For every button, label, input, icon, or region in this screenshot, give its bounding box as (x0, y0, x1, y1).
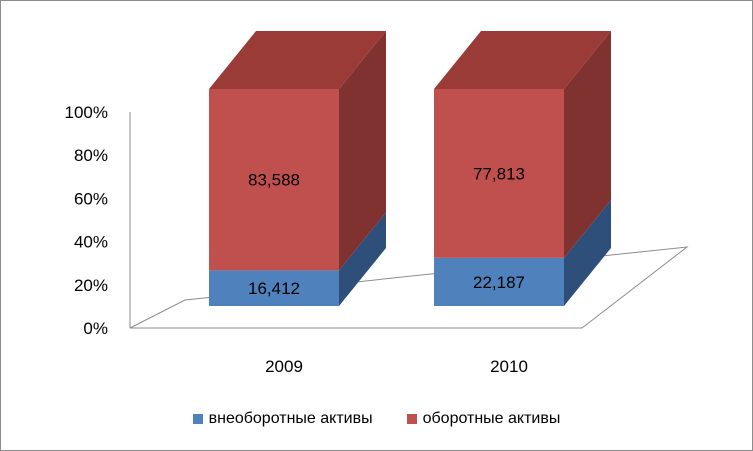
data-label-1-0: 83,588 (248, 171, 300, 190)
y-tick-label: 60% (74, 189, 108, 208)
data-label-0-0: 16,412 (248, 279, 300, 298)
bar-segment-0-0 (209, 270, 339, 306)
legend-label-series-1: оборотные активы (422, 410, 561, 427)
legend-item-series-1: оборотные активы (406, 410, 561, 428)
bar-segment-0-1 (434, 257, 564, 306)
bar-side-1-1 (564, 31, 611, 258)
legend-item-series-0: внеоборотные активы (192, 410, 373, 428)
data-label-0-1: 22,187 (473, 273, 525, 292)
bar-side-1-0 (339, 31, 386, 271)
legend: внеоборотные активы оборотные активы (0, 406, 753, 432)
data-label-1-1: 77,813 (473, 164, 525, 183)
legend-swatch-series-1 (406, 414, 417, 424)
bar-top-0 (209, 31, 386, 89)
x-category-label: 2010 (490, 357, 528, 376)
x-category-label: 2009 (265, 357, 303, 376)
y-tick-label: 40% (74, 233, 108, 252)
y-tick-label: 80% (74, 146, 108, 165)
bar-segment-1-1 (434, 89, 564, 258)
bar-side-0-0 (339, 212, 386, 306)
y-tick-label: 100% (65, 103, 108, 122)
y-tick-label: 0% (83, 319, 108, 338)
legend-swatch-series-0 (192, 414, 203, 424)
legend-label-series-0: внеоборотные активы (208, 410, 373, 427)
bar-top-1 (434, 31, 611, 89)
bar-segment-1-0 (209, 89, 339, 271)
floor-plane (129, 246, 689, 329)
bar-side-0-1 (564, 199, 611, 306)
y-tick-label: 20% (74, 276, 108, 295)
